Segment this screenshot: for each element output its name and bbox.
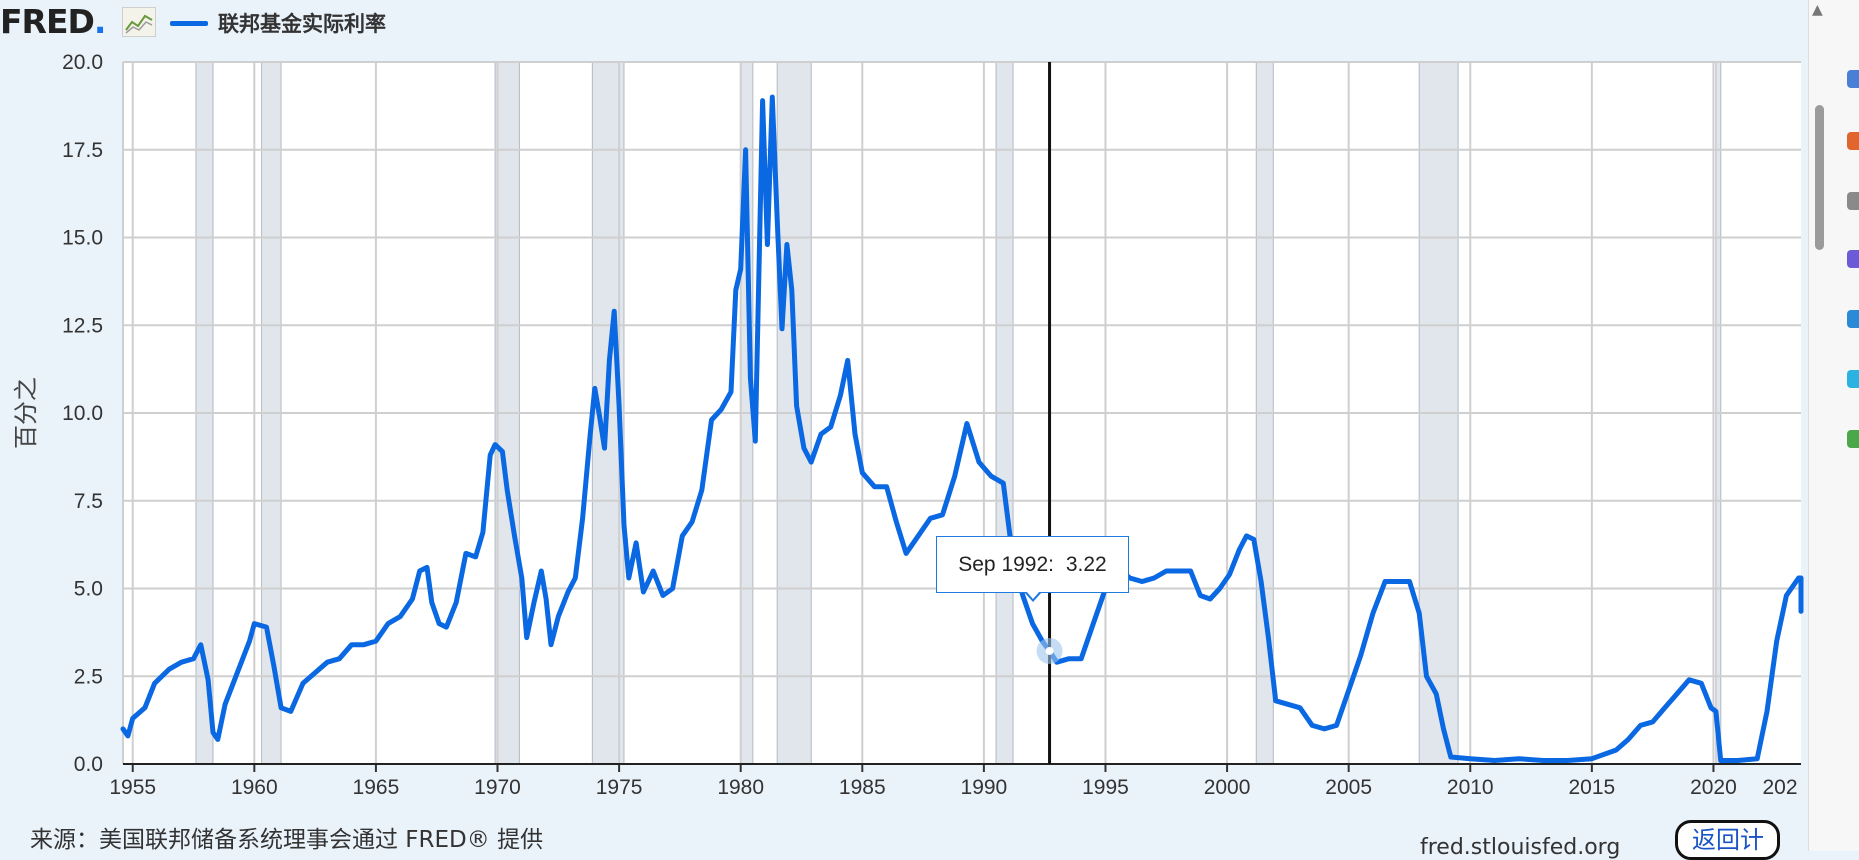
x-tick-label: 1975 [596, 776, 643, 799]
sidebar-app-icon[interactable] [1847, 370, 1859, 388]
y-tick-label: 5.0 [74, 578, 103, 601]
site-link[interactable]: fred.stlouisfed.org [1420, 835, 1621, 860]
y-tick-label: 2.5 [74, 665, 103, 688]
sidebar-app-icon[interactable] [1847, 192, 1859, 210]
x-tick-label: 1995 [1082, 776, 1129, 799]
series-line [120, 94, 1804, 763]
gridlines [122, 61, 1801, 764]
tooltip-value: 3.22 [1065, 553, 1107, 576]
cursor-layer [1036, 62, 1063, 764]
chart-svg[interactable]: 0.0 2.5 5.0 7.5 10.0 12.5 15.0 17.5 20.0 1955 196… [0, 0, 1808, 851]
series-layer [120, 94, 1804, 763]
scrollbar-thumb[interactable] [1815, 105, 1824, 250]
hover-point [1045, 646, 1054, 655]
chart-legend: 联邦基金实际利率 [170, 8, 386, 38]
x-tick-label: 2020 [1690, 776, 1737, 799]
sidebar-app-icon[interactable] [1847, 132, 1859, 150]
graph-icon[interactable] [122, 7, 156, 37]
y-tick-label: 20.0 [62, 51, 103, 74]
y-axis-ticks: 0.0 2.5 5.0 7.5 10.0 12.5 15.0 17.5 20.0 [62, 51, 103, 776]
sidebar-app-icon[interactable] [1847, 250, 1859, 268]
x-tick-label: 1970 [474, 776, 521, 799]
x-tick-label: 2015 [1568, 776, 1615, 799]
x-tick-label: 1980 [717, 776, 764, 799]
x-tick-label: 1955 [109, 776, 156, 799]
x-tick-label: 1960 [231, 776, 278, 799]
x-tick-label: 1965 [353, 776, 400, 799]
sidebar-app-icon[interactable] [1847, 430, 1859, 448]
legend-line-swatch [170, 20, 208, 26]
y-tick-label: 17.5 [62, 139, 103, 162]
x-axis-ticks: 1955 1960 1965 1970 1975 1980 1985 1990 1995 2000… [109, 764, 1798, 799]
back-button[interactable]: 返回计 [1675, 820, 1780, 860]
tooltip-arrow-inner [1026, 591, 1040, 599]
x-tick-label: 202 [1762, 776, 1797, 799]
x-tick-label: 1985 [839, 776, 886, 799]
y-tick-label: 0.0 [74, 753, 103, 776]
source-note: 来源：美国联邦储备系统理事会通过 FRED® 提供 [30, 827, 544, 853]
scroll-up-arrow-icon[interactable]: ▲ [1812, 2, 1823, 18]
x-tick-label: 2005 [1325, 776, 1372, 799]
x-tick-label: 2010 [1447, 776, 1494, 799]
sidebar-app-icon[interactable] [1847, 70, 1859, 88]
x-tick-label: 2000 [1204, 776, 1251, 799]
chart-header: FRED. 联邦基金实际利率 [0, 0, 1800, 48]
y-tick-label: 15.0 [62, 227, 103, 250]
fred-logo[interactable]: FRED. [0, 2, 106, 41]
tooltip-label: Sep 1992: [958, 553, 1055, 576]
y-tick-label: 12.5 [62, 314, 103, 337]
y-tick-label: 10.0 [62, 402, 103, 425]
x-tick-label: 1990 [961, 776, 1008, 799]
legend-label: 联邦基金实际利率 [218, 12, 386, 36]
y-tick-label: 7.5 [74, 490, 103, 513]
y-axis-label: 百分之 [12, 377, 40, 449]
sidebar-app-icon[interactable] [1847, 310, 1859, 328]
data-tooltip: Sep 1992: 3.22 [936, 536, 1129, 593]
